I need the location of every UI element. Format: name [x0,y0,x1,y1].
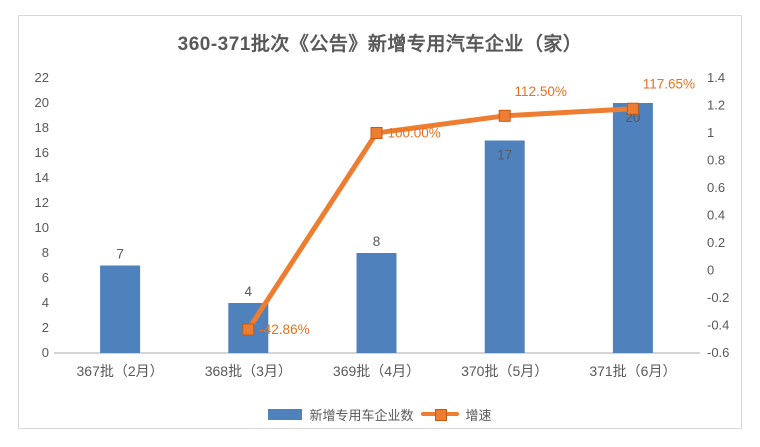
right-axis-tick-label: -0.4 [707,318,729,333]
bar-series-legend-label: 新增专用车企业数 [309,407,414,423]
right-axis-tick-label: 0.4 [707,208,725,223]
left-axis-tick-label: 12 [35,195,49,210]
left-axis-tick-label: 18 [35,120,49,135]
left-axis-tick-label: 20 [35,95,49,110]
bar [612,103,653,353]
left-axis-tick-label: 22 [35,70,49,85]
right-axis-tick-label: 0.8 [707,153,725,168]
line-series-marker-icon [420,409,459,421]
line-marker [498,109,511,122]
bar [356,253,397,353]
left-axis-tick-label: 8 [42,245,49,260]
line-marker-square-icon [434,409,447,421]
line-value-label: 117.65% [643,77,695,92]
chart-container: 0 2 4 6 8 10 12 14 16 18 20 22 -0.6 -0.4 -0.2 0 0.2 0.4 0.… [18,15,742,429]
right-axis-tick-label: 1 [707,125,714,140]
chart-title: 360-371批次《公告》新增专用汽车企业（家） [177,34,583,55]
left-axis-tick-label: 10 [35,220,49,235]
right-axis-tick-label: 1.2 [707,98,725,113]
line-series [245,106,636,332]
x-axis-category-label: 367批（2月） [77,363,164,379]
line-marker [370,127,383,139]
left-axis-tick-label: 0 [42,345,49,360]
bar-series-swatch [268,408,303,420]
x-axis-category-label: 370批（5月） [461,363,548,379]
right-axis-tick-label: 1.4 [707,70,725,85]
line-value-label: -42.86% [259,322,309,337]
left-axis-tick-label: 14 [35,170,49,185]
line-value-label: 112.50% [515,84,567,99]
right-axis-tick-label: 0.2 [707,235,725,250]
left-axis-tick-label: 6 [42,270,49,285]
chart-plot: 0246810121416182022-0.6-0.4-0.200.20.40.… [35,70,730,379]
left-axis-tick-label: 2 [42,320,49,335]
bar [484,140,525,353]
bar-value-label: 7 [116,247,124,262]
right-axis-tick-label: -0.6 [707,345,729,360]
chart-legend: 新增专用车企业数 增速 [19,405,741,423]
right-axis-tick-label: 0 [707,263,714,278]
right-axis-tick-label: -0.2 [707,290,729,305]
left-axis-tick-label: 4 [42,295,49,310]
bar-value-label: 8 [373,234,381,249]
x-axis-category-label: 369批（4月） [333,363,420,379]
left-axis-tick-label: 16 [35,145,49,160]
right-axis-tick-label: 0.6 [707,180,725,195]
x-axis-category-label: 368批（3月） [205,363,292,379]
bar [100,265,141,353]
line-marker [242,323,255,336]
x-axis-category-label: 371批（6月） [589,363,676,379]
bar-value-label: 4 [245,284,253,299]
bar-value-label: 17 [497,148,512,163]
line-value-label: 100.00% [388,126,441,141]
line-marker [626,102,639,115]
line-series-legend-label: 增速 [465,407,492,423]
